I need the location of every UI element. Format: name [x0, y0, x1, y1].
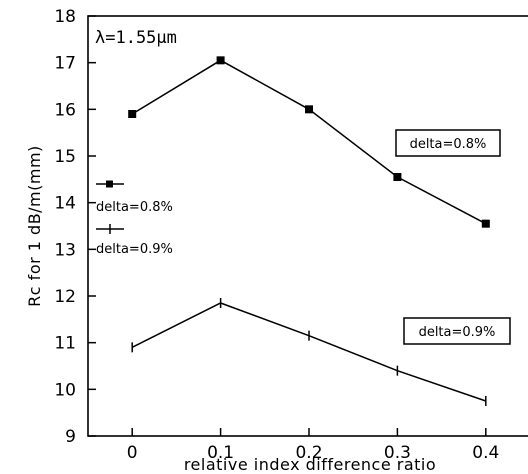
- plot-frame: [87, 15, 528, 437]
- label-box-delta-0.9: delta=0.9%: [403, 317, 511, 345]
- data-point-square: [481, 219, 490, 228]
- y-tick-label: 16: [54, 100, 76, 120]
- x-tick-label: 0.3: [384, 443, 411, 463]
- legend: delta=0.8% delta=0.9%: [96, 180, 173, 257]
- label-box-delta-0.9-text: delta=0.9%: [419, 325, 496, 340]
- x-tick-label: 0.2: [295, 443, 322, 463]
- label-box-delta-0.8-text: delta=0.8%: [410, 137, 487, 152]
- y-tick-label: 9: [65, 427, 76, 447]
- legend-label-delta-0.9: delta=0.9%: [96, 242, 173, 257]
- x-axis-title: relative index difference ratio: [184, 455, 436, 474]
- y-axis-ticks: 9 10 11 12 13 14 15 16 17 18: [54, 7, 96, 447]
- x-axis-ticks: 0 0.1 0.2 0.3 0.4: [127, 428, 499, 463]
- legend-label-delta-0.8: delta=0.8%: [96, 200, 173, 215]
- y-tick-label: 13: [54, 240, 76, 260]
- y-axis-title: Rc for 1 dB/m(mm): [25, 145, 44, 307]
- x-tick-label: 0: [127, 443, 138, 463]
- y-tick-label: 18: [54, 7, 76, 27]
- y-tick-label: 10: [54, 380, 76, 400]
- data-point-square: [216, 56, 225, 65]
- data-point-square: [305, 105, 313, 114]
- y-tick-label: 12: [54, 287, 76, 307]
- y-tick-label: 15: [54, 147, 76, 167]
- wavelength-annotation: λ=1.55μm: [95, 28, 177, 48]
- y-tick-label: 11: [54, 334, 76, 354]
- y-tick-label: 17: [54, 54, 76, 74]
- data-point-square: [393, 173, 402, 181]
- legend-square-marker: [106, 180, 113, 188]
- y-tick-label: 14: [54, 194, 76, 214]
- label-box-delta-0.8: delta=0.8%: [395, 129, 501, 157]
- x-tick-label: 0.1: [207, 443, 234, 463]
- series-layer: [128, 56, 490, 406]
- data-point-square: [128, 110, 137, 118]
- x-tick-label: 0.4: [472, 443, 499, 463]
